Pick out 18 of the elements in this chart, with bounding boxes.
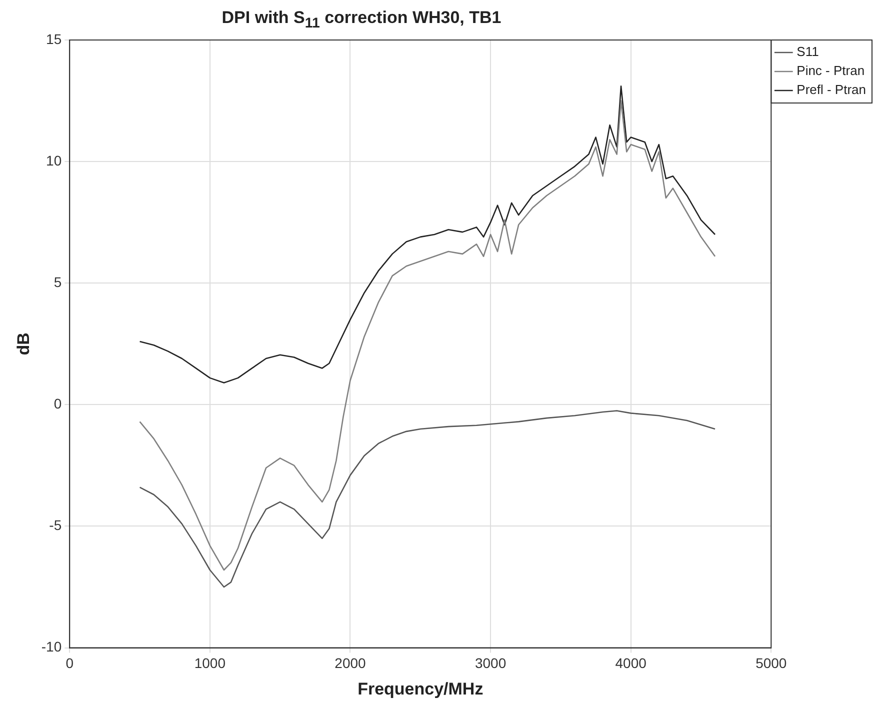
legend-label: Prefl - Ptran <box>796 82 866 98</box>
y-tick-label: 15 <box>46 30 62 47</box>
x-tick-label: 2000 <box>334 655 366 672</box>
x-tick-label: 0 <box>66 655 74 672</box>
y-tick-label: 0 <box>54 396 62 412</box>
chart-title: DPI with S$_{11}$ correction WH30, TB1 <box>220 8 502 32</box>
x-tick-label: 3000 <box>474 655 506 672</box>
x-tick-label: 1000 <box>194 655 226 672</box>
legend-label: Pinc - Ptran <box>796 63 865 78</box>
y-tick-label: 5 <box>54 274 62 290</box>
x-axis-title: Frequency/MHz <box>358 679 484 698</box>
x-tick-label: 4000 <box>615 655 647 672</box>
y-tick-label: -10 <box>41 638 62 655</box>
y-tick-label: 10 <box>46 152 62 168</box>
y-tick-label: -5 <box>49 517 62 534</box>
legend-label: S11 <box>796 44 819 60</box>
y-axis-title: dB <box>14 332 33 356</box>
x-tick-label: 5000 <box>756 655 787 672</box>
